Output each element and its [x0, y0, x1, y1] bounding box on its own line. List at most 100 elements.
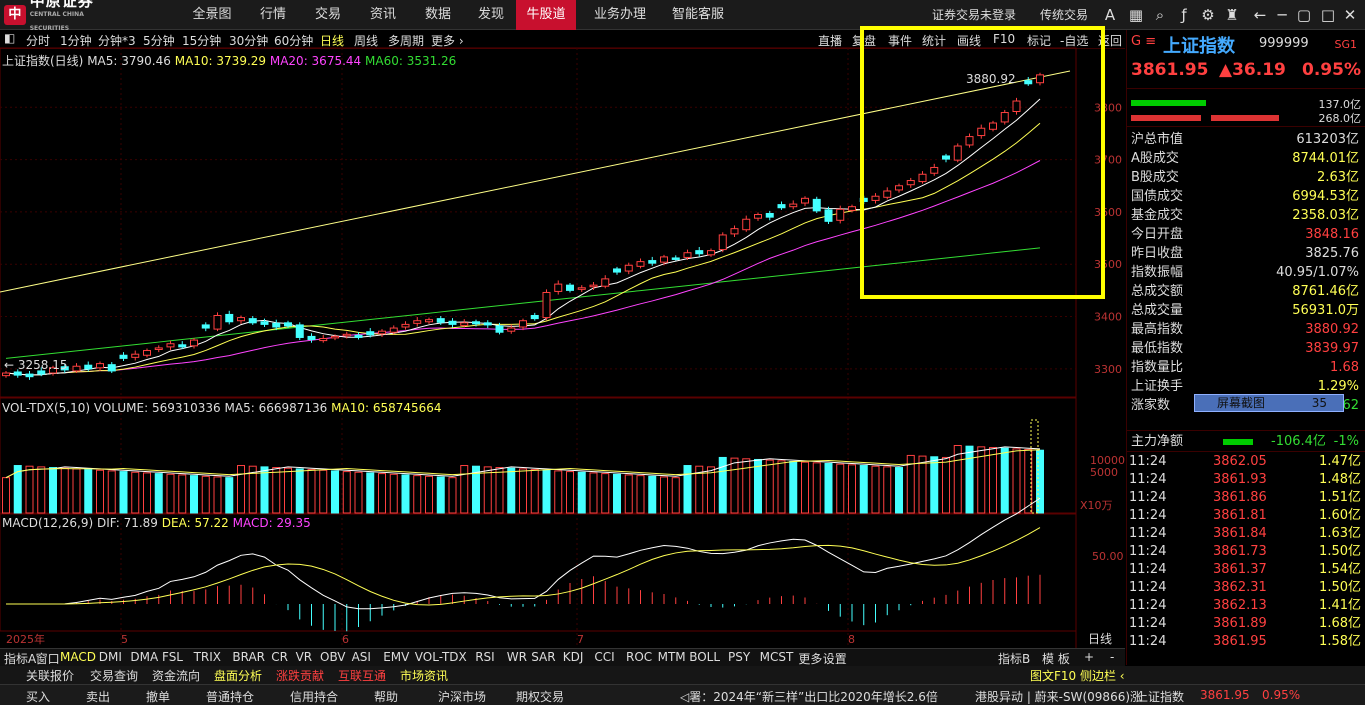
- close-icon[interactable]: ✕: [1343, 6, 1357, 24]
- candle-body: [742, 218, 751, 231]
- nav-4[interactable]: 数据: [424, 7, 451, 22]
- indicator-tab[interactable]: TRIX: [193, 650, 222, 664]
- indicator-tab[interactable]: CR: [271, 650, 288, 664]
- indicator-tab[interactable]: 设置: [822, 652, 847, 666]
- chart-tool-4[interactable]: 画线: [957, 34, 982, 48]
- indicator-tab[interactable]: CCI: [594, 650, 615, 664]
- skin-icon[interactable]: ♜: [1225, 6, 1239, 24]
- back-icon[interactable]: ←: [1253, 6, 1267, 24]
- indicator-tab[interactable]: VR: [295, 650, 313, 664]
- period-7[interactable]: 日线: [320, 34, 345, 48]
- chart-tool-2[interactable]: 事件: [888, 34, 913, 48]
- indicator-tab[interactable]: 更多: [798, 652, 823, 666]
- indicator-tab[interactable]: OBV: [320, 650, 346, 664]
- indicator-right-tab[interactable]: 指标B: [998, 652, 1031, 666]
- status-cancel[interactable]: 撤单: [146, 690, 171, 704]
- indicator-tab[interactable]: 指标A: [4, 652, 37, 666]
- status-sh[interactable]: 沪深市场: [438, 690, 487, 704]
- status-credit[interactable]: 信用持合: [290, 690, 339, 704]
- trade-mode[interactable]: 传统交易: [1040, 8, 1089, 22]
- status-help[interactable]: 帮助: [374, 690, 399, 704]
- nav-5[interactable]: 发现: [477, 7, 504, 22]
- sub-tab[interactable]: 交易查询: [90, 669, 139, 683]
- chart-tool-6[interactable]: 标记: [1027, 34, 1052, 48]
- indicator-tab[interactable]: ROC: [626, 650, 653, 664]
- indicator-tab[interactable]: RSI: [475, 650, 495, 664]
- chart-tool-0[interactable]: 直播: [818, 34, 843, 48]
- f10-sidebar-toggle[interactable]: 图文F10 侧边栏 ‹: [1030, 669, 1125, 683]
- indicator-tab[interactable]: PSY: [728, 650, 751, 664]
- volume-bar: [260, 466, 269, 514]
- sub-tab[interactable]: 盘面分析: [214, 669, 263, 683]
- sub-tab[interactable]: 涨跌贡献: [276, 669, 325, 683]
- indicator-tab[interactable]: BRAR: [232, 650, 266, 664]
- login-status[interactable]: 证券交易未登录: [932, 8, 1017, 22]
- maximize-icon[interactable]: □: [1320, 6, 1336, 24]
- nav-7[interactable]: 业务办理: [593, 7, 646, 22]
- indicator-tab[interactable]: SAR: [531, 650, 556, 664]
- indicator-tab[interactable]: DMI: [98, 650, 122, 664]
- nav-2[interactable]: 交易: [314, 7, 341, 22]
- stock-flag-icon[interactable]: G ≡: [1131, 34, 1157, 49]
- indicator-tab[interactable]: KDJ: [562, 650, 584, 664]
- indicator-tab[interactable]: MCST: [759, 650, 794, 664]
- status-buy[interactable]: 买入: [26, 690, 51, 704]
- status-news2[interactable]: 港股异动 | 蔚来-SW(09866)涨: [975, 690, 1143, 704]
- indicator-tab[interactable]: FSL: [162, 650, 183, 664]
- sub-tab[interactable]: 资金流向: [152, 669, 201, 683]
- broker-logo[interactable]: 中 中原证券 CENTRAL CHINA SECURITIES: [4, 0, 124, 32]
- period-3[interactable]: 5分钟: [143, 34, 175, 48]
- indicator-tab[interactable]: DMA: [130, 650, 159, 664]
- period-9[interactable]: 多周期: [388, 34, 425, 48]
- period-6[interactable]: 60分钟: [274, 34, 314, 48]
- nav-3[interactable]: 资讯: [369, 7, 396, 22]
- sub-tab[interactable]: 市场资讯: [400, 669, 449, 683]
- nav-8[interactable]: 智能客服: [671, 7, 724, 22]
- period-0[interactable]: 分时: [26, 34, 51, 48]
- chart-tool-7[interactable]: -自选: [1060, 34, 1089, 48]
- indicator-tab[interactable]: BOLL: [689, 650, 721, 664]
- status-idx[interactable]: 上证指数: [1136, 690, 1185, 704]
- indicator-right-tab[interactable]: +: [1084, 650, 1095, 664]
- screenshot-popup[interactable]: 屏幕截图 35: [1194, 394, 1344, 412]
- indicator-right-tab[interactable]: 模 板: [1042, 652, 1070, 666]
- sg-badge[interactable]: SG1: [1334, 38, 1357, 51]
- period-2[interactable]: 分钟*3: [98, 34, 136, 48]
- nav-6[interactable]: 牛股道: [516, 0, 576, 30]
- chart-tool-1[interactable]: 复盘: [852, 34, 877, 48]
- grid-icon[interactable]: ▦: [1128, 6, 1144, 24]
- indicator-tab[interactable]: VOL-TDX: [414, 650, 467, 664]
- tick-cell: 1.54亿: [1319, 562, 1361, 577]
- tick-row: 11:24 3861.93 1.48亿: [1129, 471, 1363, 489]
- status-news1[interactable]: ◁署：2024年“新三样”出口比2020年增长2.6倍: [680, 690, 938, 704]
- period-1[interactable]: 1分钟: [60, 34, 92, 48]
- indicator-tab[interactable]: ASI: [351, 650, 371, 664]
- chart-tool-3[interactable]: 统计: [922, 34, 947, 48]
- formula-icon[interactable]: ƒ: [1181, 6, 1187, 24]
- gear-icon[interactable]: ⚙: [1201, 6, 1215, 24]
- period-8[interactable]: 周线: [354, 34, 379, 48]
- minimize-icon[interactable]: ─: [1277, 6, 1287, 24]
- indicator-tab[interactable]: MACD: [60, 650, 96, 664]
- status-opt[interactable]: 期权交易: [516, 690, 565, 704]
- period-10[interactable]: 更多 ›: [431, 34, 464, 48]
- indicator-tab[interactable]: MTM: [657, 650, 686, 664]
- indicator-tab[interactable]: 窗口: [35, 652, 60, 666]
- restore-icon[interactable]: ▢: [1296, 6, 1312, 24]
- period-4[interactable]: 15分钟: [182, 34, 222, 48]
- chart-tool-5[interactable]: F10: [993, 32, 1016, 46]
- period-5[interactable]: 30分钟: [229, 34, 269, 48]
- sub-tab[interactable]: 关联报价: [26, 669, 75, 683]
- indicator-tab[interactable]: EMV: [383, 650, 410, 664]
- status-hold[interactable]: 普通持仓: [206, 690, 255, 704]
- sub-tab[interactable]: 互联互通: [338, 669, 387, 683]
- indicator-tab[interactable]: WR: [506, 650, 527, 664]
- status-sell[interactable]: 卖出: [86, 690, 111, 704]
- nav-0[interactable]: 全景图: [192, 7, 232, 22]
- indicator-right-tab[interactable]: -: [1110, 650, 1115, 664]
- search-icon[interactable]: ⌕: [1155, 6, 1165, 24]
- collapse-icon[interactable]: ◧: [4, 31, 16, 45]
- font-size-icon[interactable]: A: [1104, 6, 1116, 24]
- nav-1[interactable]: 行情: [259, 7, 286, 22]
